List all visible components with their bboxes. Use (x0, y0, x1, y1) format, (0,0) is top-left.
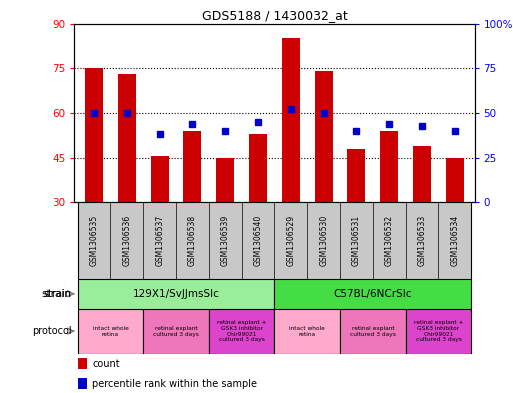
Bar (85, 68, 103, 202)
Bar (78, 358, 87, 369)
Text: count: count (92, 359, 120, 369)
FancyBboxPatch shape (274, 279, 471, 309)
Text: 129X1/SvJJmsSlc: 129X1/SvJJmsSlc (133, 289, 220, 299)
Text: GSM1306533: GSM1306533 (418, 215, 426, 266)
Bar (347, 149, 365, 202)
Text: percentile rank within the sample: percentile rank within the sample (92, 378, 258, 389)
Text: GSM1306532: GSM1306532 (385, 215, 394, 266)
Text: GSM1306538: GSM1306538 (188, 215, 197, 266)
Text: GSM1306530: GSM1306530 (319, 215, 328, 266)
Text: retinal explant +
GSK3 inhibitor
Chir99021
cultured 3 days: retinal explant + GSK3 inhibitor Chir990… (217, 320, 266, 342)
FancyBboxPatch shape (143, 309, 209, 354)
FancyBboxPatch shape (77, 279, 274, 309)
Text: GSM1306539: GSM1306539 (221, 215, 230, 266)
Text: strain: strain (42, 289, 72, 299)
Bar (282, 39, 300, 202)
FancyBboxPatch shape (340, 309, 406, 354)
Bar (413, 146, 431, 202)
Bar (184, 131, 202, 202)
Text: strain: strain (44, 289, 72, 299)
Bar (151, 156, 169, 202)
FancyBboxPatch shape (406, 309, 471, 354)
Text: GSM1306537: GSM1306537 (155, 215, 164, 266)
Text: retinal explant +
GSK3 inhibitor
Chir99021
cultured 3 days: retinal explant + GSK3 inhibitor Chir990… (413, 320, 463, 342)
Bar (249, 134, 267, 202)
Text: GSM1306531: GSM1306531 (352, 215, 361, 266)
Bar (78, 378, 87, 389)
Text: GSM1306529: GSM1306529 (286, 215, 295, 266)
Bar (446, 158, 464, 202)
Title: GDS5188 / 1430032_at: GDS5188 / 1430032_at (202, 9, 347, 22)
FancyBboxPatch shape (77, 202, 471, 279)
Text: C57BL/6NCrSlc: C57BL/6NCrSlc (333, 289, 412, 299)
FancyBboxPatch shape (274, 309, 340, 354)
Text: GSM1306540: GSM1306540 (253, 215, 263, 266)
FancyBboxPatch shape (209, 309, 274, 354)
Bar (216, 158, 234, 202)
Bar (118, 74, 136, 202)
Text: intact whole
retina: intact whole retina (289, 326, 325, 336)
Text: GSM1306536: GSM1306536 (123, 215, 131, 266)
Text: protocol: protocol (32, 326, 72, 336)
Text: intact whole
retina: intact whole retina (92, 326, 128, 336)
Bar (314, 71, 332, 202)
Text: retinal explant
cultured 3 days: retinal explant cultured 3 days (153, 326, 199, 336)
Bar (380, 131, 398, 202)
Text: GSM1306535: GSM1306535 (90, 215, 98, 266)
Text: GSM1306534: GSM1306534 (450, 215, 459, 266)
FancyBboxPatch shape (77, 309, 143, 354)
Text: retinal explant
cultured 3 days: retinal explant cultured 3 days (350, 326, 396, 336)
